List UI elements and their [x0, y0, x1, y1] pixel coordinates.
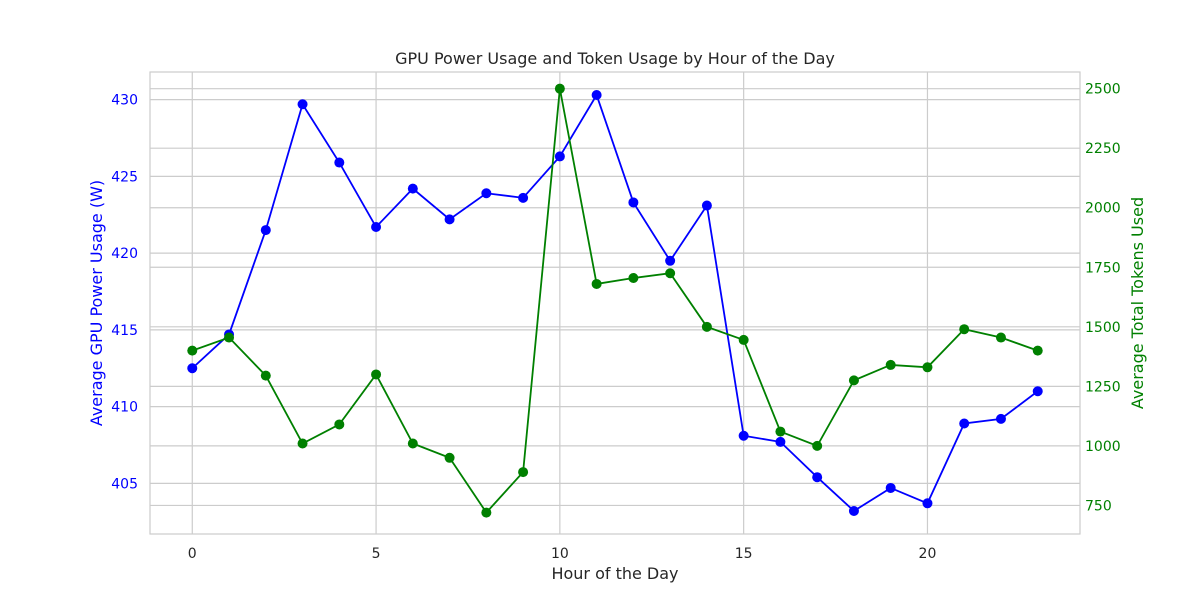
- data-point-right: [187, 345, 198, 356]
- data-point-left: [334, 157, 345, 168]
- tick-labels: 0 5 10 15 20 405 410 415 420 425 430 750 1000 1250 150…: [111, 82, 1120, 562]
- data-point-left: [297, 99, 308, 110]
- data-point-left: [444, 214, 455, 225]
- x-tick-label: 10: [551, 546, 569, 562]
- plot-frame: [149, 71, 1081, 535]
- data-point-left: [848, 505, 859, 516]
- data-point-right: [297, 438, 308, 449]
- data-point-right: [775, 426, 786, 437]
- grid-lines: [150, 72, 1080, 534]
- data-point-left: [628, 197, 639, 208]
- y-left-tick-label: 430: [111, 93, 138, 109]
- data-point-right: [848, 375, 859, 386]
- y-left-tick-label: 420: [111, 246, 138, 262]
- data-point-right: [665, 268, 676, 279]
- series-line-left: [191, 92, 1039, 513]
- data-point-left: [591, 90, 602, 101]
- data-point-right: [628, 272, 639, 283]
- data-point-right: [334, 419, 345, 430]
- y-right-tick-label: 2500: [1085, 82, 1121, 98]
- data-point-left: [554, 151, 565, 162]
- data-point-right: [959, 324, 970, 335]
- series-line-right: [191, 88, 1039, 515]
- data-point-right: [444, 452, 455, 463]
- y-axis-right-label: Average Total Tokens Used: [1128, 197, 1147, 409]
- data-point-right: [1032, 345, 1043, 356]
- data-point-right: [371, 369, 382, 380]
- y-left-tick-label: 410: [111, 400, 138, 416]
- data-point-right: [995, 332, 1006, 343]
- x-tick-label: 20: [919, 546, 937, 562]
- y-left-tick-label: 425: [111, 169, 138, 185]
- data-point-left: [260, 225, 271, 236]
- y-left-tick-label: 415: [111, 323, 138, 339]
- y-right-tick-label: 2000: [1085, 201, 1121, 217]
- y-right-tick-label: 1500: [1085, 320, 1121, 336]
- y-right-tick-label: 1250: [1085, 379, 1121, 395]
- x-tick-label: 0: [188, 546, 197, 562]
- data-point-left: [775, 436, 786, 447]
- data-point-left: [187, 363, 198, 374]
- data-point-right: [481, 507, 492, 518]
- x-tick-label: 5: [372, 546, 381, 562]
- data-point-right: [591, 278, 602, 289]
- series-layer: [187, 83, 1043, 518]
- data-point-right: [407, 438, 418, 449]
- x-axis-label: Hour of the Day: [551, 564, 678, 583]
- data-point-right: [518, 467, 529, 478]
- data-point-right: [738, 334, 749, 345]
- data-point-left: [959, 418, 970, 429]
- data-point-left: [371, 222, 382, 233]
- data-point-right: [922, 362, 933, 373]
- data-point-left: [407, 183, 418, 194]
- data-point-right: [554, 83, 565, 94]
- data-point-right: [701, 321, 712, 332]
- data-point-left: [1032, 386, 1043, 397]
- y-axis-left-label: Average GPU Power Usage (W): [87, 180, 106, 426]
- data-point-left: [481, 188, 492, 199]
- data-point-left: [665, 255, 676, 266]
- y-right-tick-label: 2250: [1085, 141, 1121, 157]
- y-left-tick-label: 405: [111, 476, 138, 492]
- data-point-left: [995, 413, 1006, 424]
- data-point-left: [701, 200, 712, 211]
- data-point-left: [518, 192, 529, 203]
- data-point-left: [922, 498, 933, 509]
- chart-title: GPU Power Usage and Token Usage by Hour …: [395, 49, 835, 68]
- data-point-right: [812, 440, 823, 451]
- data-point-right: [224, 332, 235, 343]
- data-point-left: [812, 472, 823, 483]
- y-right-tick-label: 1750: [1085, 260, 1121, 276]
- data-point-left: [885, 482, 896, 493]
- y-right-tick-label: 1000: [1085, 439, 1121, 455]
- data-point-right: [260, 370, 271, 381]
- y-right-tick-label: 750: [1085, 498, 1112, 514]
- data-point-left: [738, 430, 749, 441]
- x-tick-label: 15: [735, 546, 753, 562]
- data-point-right: [885, 359, 896, 370]
